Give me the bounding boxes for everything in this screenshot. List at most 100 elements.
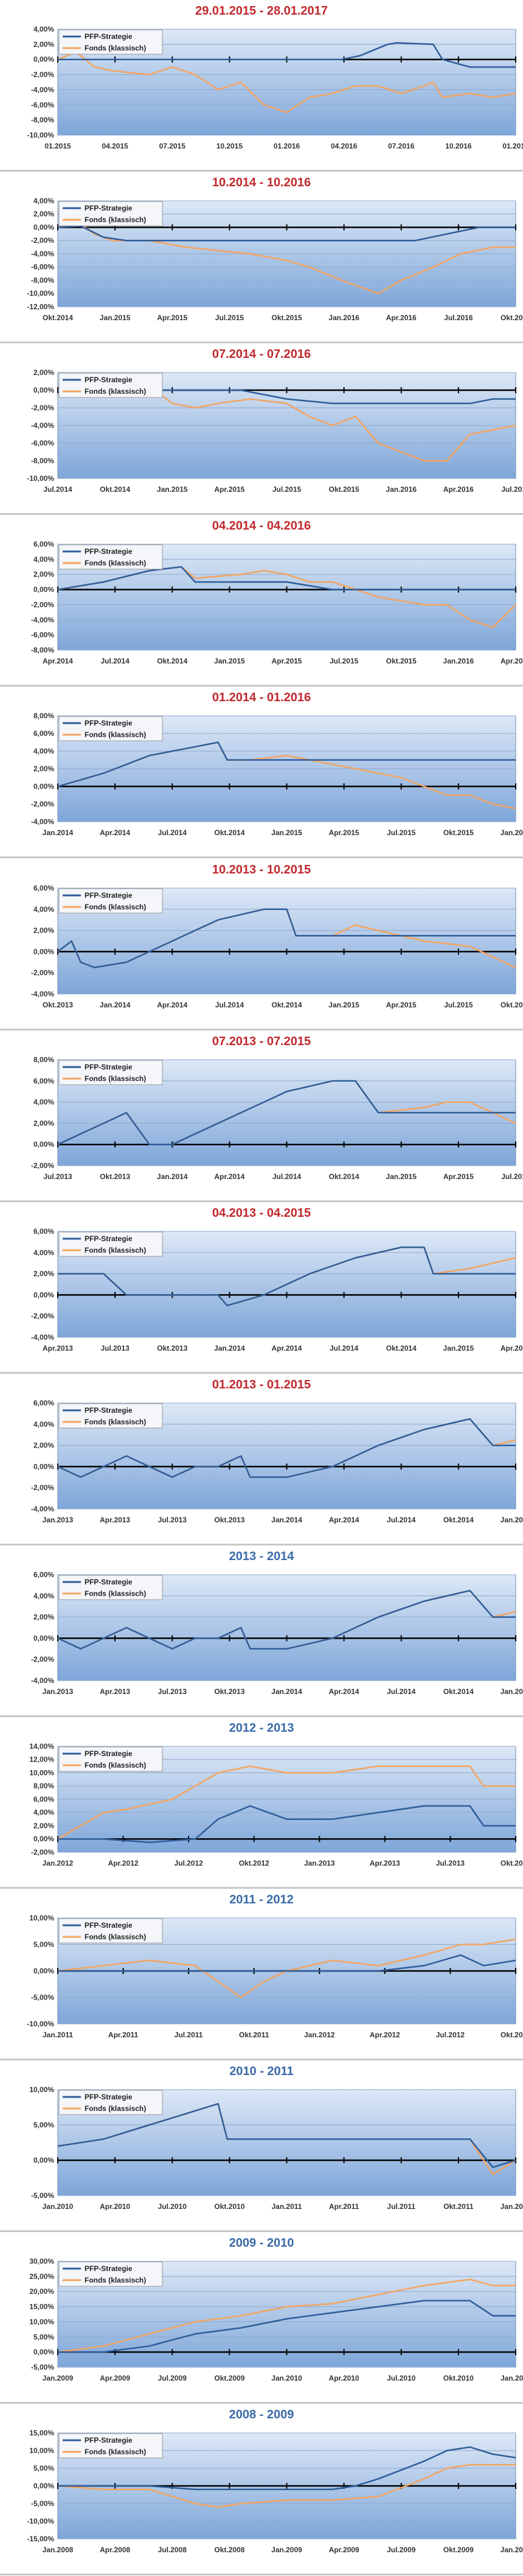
y-tick-label: -10,00% (27, 474, 54, 483)
series-line-pfp (58, 1954, 516, 1972)
chart-title: 01.2014 - 01.2016 (212, 691, 311, 704)
series-line-fonds (57, 2464, 516, 2508)
x-tick-label: Jan.2014 (100, 1000, 131, 1009)
y-tick-label: 4,00% (33, 1420, 54, 1429)
legend-box (58, 1918, 163, 1944)
y-tick-label: -15,00% (27, 2535, 54, 2543)
x-tick-label: Okt.2015 (386, 657, 417, 665)
y-tick-label: 4,00% (33, 1097, 54, 1106)
x-tick-label: Jan.2015 (157, 485, 188, 494)
x-tick-label: Apr.2015 (214, 485, 244, 494)
x-tick-label: Apr.2012 (370, 2031, 400, 2039)
x-tick-label: Apr.2014 (214, 1172, 244, 1181)
chart-panel: 04.2014 - 04.2016 6,00% 4,00% 2,00% 0,00% -2,… (0, 515, 523, 687)
x-tick-label: Jan.2014 (271, 1516, 302, 1524)
y-tick-label: 4,00% (33, 25, 54, 33)
y-tick-label: -10,00% (27, 2517, 54, 2525)
x-tick-label: Okt.2010 (214, 2202, 244, 2211)
y-tick-label: 2,00% (33, 368, 54, 377)
x-tick-label: Apr.2015 (443, 1172, 474, 1181)
y-tick-label: 4,00% (33, 197, 54, 205)
chart-panel: 2010 - 2011 10,00% 5,00% 0,00% -5,00% Jan.201… (0, 2060, 523, 2233)
chart-title: 2013 - 2014 (229, 1550, 294, 1563)
y-tick-label: 2,00% (33, 1119, 54, 1127)
x-tick-label: Apr.2013 (370, 1859, 400, 1867)
x-tick-label: Jan.2011 (43, 2031, 73, 2039)
x-tick-label: Jul.2012 (436, 2031, 465, 2039)
legend: PFP-Strategie Fonds (klassisch) (58, 1918, 163, 1944)
x-tick-label: Okt.2013 (100, 1172, 130, 1181)
x-tick-label: Okt.2008 (214, 2546, 244, 2554)
x-tick-label: Jan.2010 (43, 2202, 74, 2211)
legend-label-pfp: PFP-Strategie (85, 2436, 133, 2445)
y-tick-label: 0,00% (33, 1462, 54, 1471)
y-tick-label: 6,00% (33, 729, 54, 738)
y-tick-label: -5,00% (31, 2191, 54, 2200)
y-tick-label: 15,00% (29, 2429, 54, 2437)
x-tick-label: Jan.2012 (500, 2202, 523, 2211)
y-tick-label: -8,00% (31, 116, 54, 124)
legend-label-pfp: PFP-Strategie (85, 1406, 133, 1415)
series-line-pfp (58, 1805, 516, 1843)
chart-svg: 07.2013 - 07.2015 8,00% 6,00% 4,00% 2,00% 0,0… (31, 1035, 523, 1181)
y-tick-label: -10,00% (27, 289, 54, 298)
y-tick-label: -4,00% (31, 817, 54, 826)
y-tick-label: 10,00% (29, 1768, 54, 1777)
x-tick-label: Apr.2014 (329, 1687, 359, 1696)
chart-svg: 04.2013 - 04.2015 6,00% 4,00% 2,00% 0,00% -2,… (31, 1206, 523, 1353)
x-tick-label: 04.2016 (331, 142, 358, 150)
y-tick-label: 4,00% (33, 747, 54, 755)
x-tick-label: Jan.2009 (271, 2546, 302, 2554)
legend-box (58, 201, 163, 226)
legend-label-pfp: PFP-Strategie (85, 1234, 133, 1243)
legend: PFP-Strategie Fonds (klassisch) (58, 201, 163, 226)
chart-title: 04.2014 - 04.2016 (212, 519, 311, 533)
x-tick-label: Jan.2015 (100, 313, 131, 322)
x-tick-label: Jan.2015 (386, 1172, 417, 1181)
x-tick-label: Okt.2015 (500, 1000, 523, 1009)
y-tick-label: 20,00% (29, 2287, 54, 2296)
series-line-pfp (57, 741, 516, 788)
x-tick-label: Jul.2014 (100, 657, 130, 665)
y-tick-label: 2,00% (33, 926, 54, 934)
series-line-fonds (57, 1765, 516, 1840)
x-tick-label: Jul.2016 (501, 485, 523, 494)
x-tick-label: Apr.2014 (272, 1344, 302, 1353)
chart-panel: 2008 - 2009 15,00% 10,00% 5,00% 0,00% -5,00% -… (0, 2404, 523, 2576)
chart-svg: 2013 - 2014 6,00% 4,00% 2,00% 0,00% -2,00% -4,… (31, 1550, 523, 1696)
x-tick-label: Jan.2014 (157, 1172, 188, 1181)
x-tick-label: Apr.2015 (386, 1000, 417, 1009)
x-tick-label: Jul.2016 (444, 313, 473, 322)
x-tick-label: Apr.2016 (443, 485, 474, 494)
legend: PFP-Strategie Fonds (klassisch) (58, 887, 163, 913)
series-line-fonds (57, 51, 516, 113)
x-tick-label: Apr.2016 (500, 657, 523, 665)
y-tick-label: -6,00% (31, 100, 54, 109)
chart-svg: 10.2013 - 10.2015 6,00% 4,00% 2,00% 0,00% -2,… (31, 863, 523, 1009)
x-tick-label: Apr.2011 (329, 2202, 359, 2211)
x-tick-label: Jul.2015 (330, 657, 359, 665)
y-tick-label: -2,00% (31, 601, 54, 609)
x-tick-label: Apr.2014 (100, 828, 130, 837)
y-tick-label: 0,00% (33, 386, 54, 394)
chart-svg: 2008 - 2009 15,00% 10,00% 5,00% 0,00% -5,00% -… (27, 2408, 523, 2554)
series-line-pfp (57, 2103, 516, 2169)
x-tick-label: Okt.2013 (500, 1859, 523, 1867)
chart-panel: 2013 - 2014 6,00% 4,00% 2,00% 0,00% -2,00% -4,… (0, 1545, 523, 1717)
y-tick-label: -2,00% (31, 236, 54, 245)
series-line-pfp (57, 1080, 516, 1146)
chart-panel: 2012 - 2013 14,00% 12,00% 10,00% 8,00% 6,00% 4… (0, 1717, 523, 1889)
y-tick-label: -2,00% (31, 1655, 54, 1664)
x-tick-label: Okt.2014 (443, 1516, 474, 1524)
y-tick-label: 0,00% (33, 1634, 54, 1642)
x-tick-label: Apr.2010 (329, 2374, 359, 2382)
legend-box (58, 29, 163, 55)
y-tick-label: 10,00% (29, 1914, 54, 1922)
legend-label-fonds: Fonds (klassisch) (85, 559, 146, 567)
y-tick-label: -5,00% (31, 2499, 54, 2508)
chart-title: 29.01.2015 - 28.01.2017 (195, 4, 328, 18)
x-tick-label: Jul.2011 (387, 2202, 415, 2211)
legend-box (58, 2090, 163, 2115)
series-line-pfp (58, 2446, 516, 2491)
x-tick-label: Okt.2014 (443, 1687, 474, 1696)
